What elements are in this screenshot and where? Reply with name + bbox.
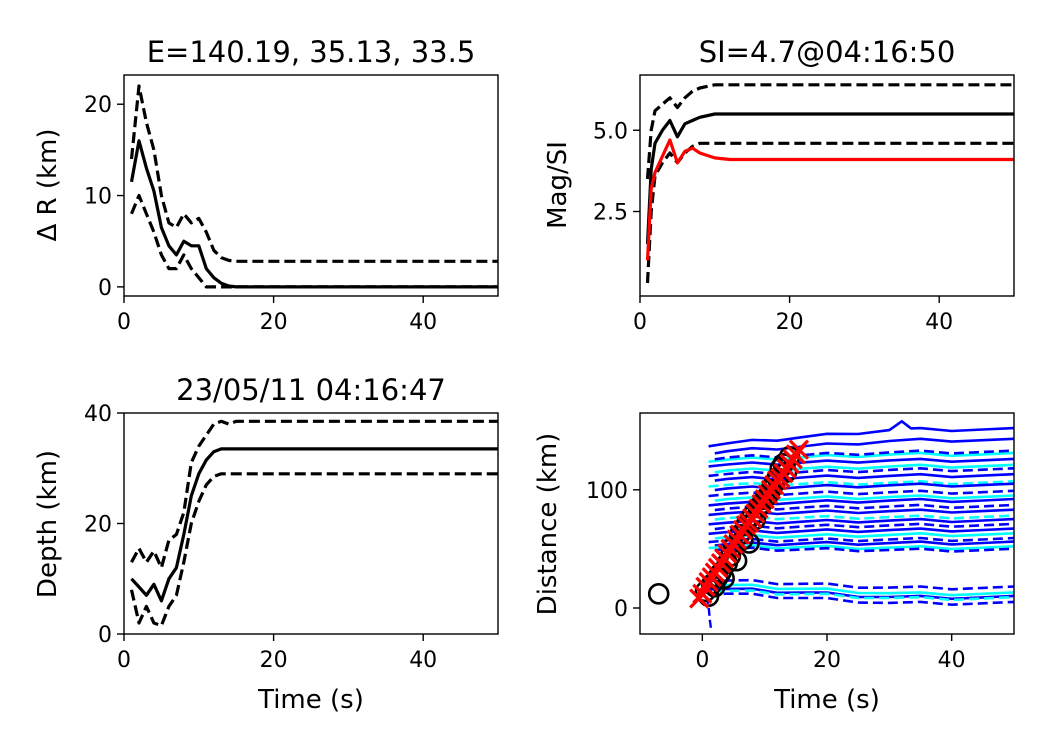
dr-data-layer (129, 84, 498, 289)
dist-station-curve (708, 479, 1014, 488)
panel-depth-title: 23/05/11 04:16:47 (176, 373, 446, 407)
mag-ytick-label: 2.5 (593, 201, 628, 226)
panel-dr: E=140.19, 35.13, 33.5 Δ R (km) 0 20 40 0 10 2… (33, 35, 499, 335)
panel-depth-frame (123, 412, 499, 635)
dist-station-curve (708, 419, 1014, 448)
dist-station-curve (714, 472, 1014, 482)
mag-xtick-label: 0 (633, 310, 647, 335)
dist-station-curve (708, 466, 1014, 478)
dist-pick-circle (647, 583, 670, 605)
mag-series-3-line (645, 138, 1014, 261)
depth-series-1-line (130, 419, 498, 570)
dist-station-curve (714, 437, 1014, 455)
depth-series-0-line (130, 447, 498, 603)
mag-series-2-line (645, 141, 1014, 284)
panel-depth-xlabel: Time (s) (257, 685, 364, 715)
dr-xtick-label: 0 (117, 310, 131, 335)
mag-xtick-label: 40 (925, 310, 953, 335)
dist-xtick-label: 40 (938, 648, 966, 673)
depth-series-2-line (129, 472, 498, 628)
depth-xtick-label: 40 (409, 648, 437, 673)
depth-xtick-label: 20 (260, 648, 288, 673)
depth-data-layer (129, 419, 498, 628)
dr-series-1-line (129, 84, 498, 263)
panel-dr-frame (123, 74, 499, 297)
depth-ytick-label: 20 (84, 513, 112, 538)
panel-dist-xlabel: Time (s) (773, 685, 880, 715)
dist-station-curve (714, 494, 1014, 502)
dr-series-2-line (130, 193, 498, 289)
dr-xtick-label: 20 (260, 310, 288, 335)
mag-series-1-line (645, 83, 1014, 180)
panel-depth-plot: 0 20 40 0 20 40 (84, 402, 498, 673)
dist-station-curve (714, 583, 1014, 597)
mag-ytick-label: 5.0 (593, 119, 628, 144)
dist-station-curve (708, 451, 1014, 463)
dist-station-curve (714, 589, 1014, 602)
dist-station-curve (714, 449, 1014, 461)
dist-pick-cross (788, 439, 810, 460)
dr-xtick-label: 40 (409, 310, 437, 335)
mag-data-layer (645, 83, 1014, 284)
depth-xtick-label: 0 (117, 648, 131, 673)
dist-station-curve (708, 592, 1014, 607)
panel-mag-title: SI=4.7@04:16:50 (699, 35, 956, 69)
mag-xtick-label: 20 (776, 310, 804, 335)
panel-mag-ylabel: Mag/SI (543, 141, 573, 229)
dr-ytick-label: 0 (98, 276, 112, 301)
panel-depth: 23/05/11 04:16:47 Depth (km) Time (s) 0 2… (33, 373, 499, 715)
dist-station-curve (714, 482, 1014, 492)
dist-station-curve (708, 489, 1014, 498)
panel-dist-plot: 0 20 40 0 100 (586, 419, 1014, 673)
dist-xtick-label: 0 (695, 648, 709, 673)
dist-ytick-label: 0 (614, 597, 628, 622)
dr-ytick-label: 10 (84, 185, 112, 210)
panel-dist-ylabel: Distance (km) (533, 433, 563, 616)
dist-station-curve (708, 457, 1014, 468)
panel-mag-plot: 0 20 40 2.5 5.0 (593, 83, 1014, 335)
dist-station-curve (708, 497, 1014, 507)
mag-series-0-line (645, 112, 1014, 245)
dist-xtick-label: 20 (813, 648, 841, 673)
panel-mag-frame (639, 74, 1015, 297)
panel-mag: SI=4.7@04:16:50 Mag/SI 0 20 40 2.5 5.0 (543, 35, 1015, 335)
panel-dr-title: E=140.19, 35.13, 33.5 (147, 35, 476, 69)
depth-ytick-label: 40 (84, 402, 112, 427)
depth-ytick-label: 0 (98, 623, 112, 648)
panel-dr-ylabel: Δ R (km) (33, 128, 63, 241)
panel-dist-frame (639, 412, 1015, 635)
dist-ytick-label: 100 (586, 479, 628, 504)
dist-station-curve (708, 544, 1014, 551)
dist-station-curve (714, 463, 1014, 474)
panel-depth-ylabel: Depth (km) (33, 450, 63, 598)
panel-dist: Distance (km) Time (s) 0 20 40 0 100 (533, 412, 1015, 715)
dist-station-curve (708, 578, 1014, 591)
dr-ytick-label: 20 (84, 93, 112, 118)
dist-data-layer (647, 419, 1014, 630)
panel-dr-plot: 0 20 40 0 10 20 (84, 84, 498, 335)
dr-series-0-line (129, 139, 498, 289)
